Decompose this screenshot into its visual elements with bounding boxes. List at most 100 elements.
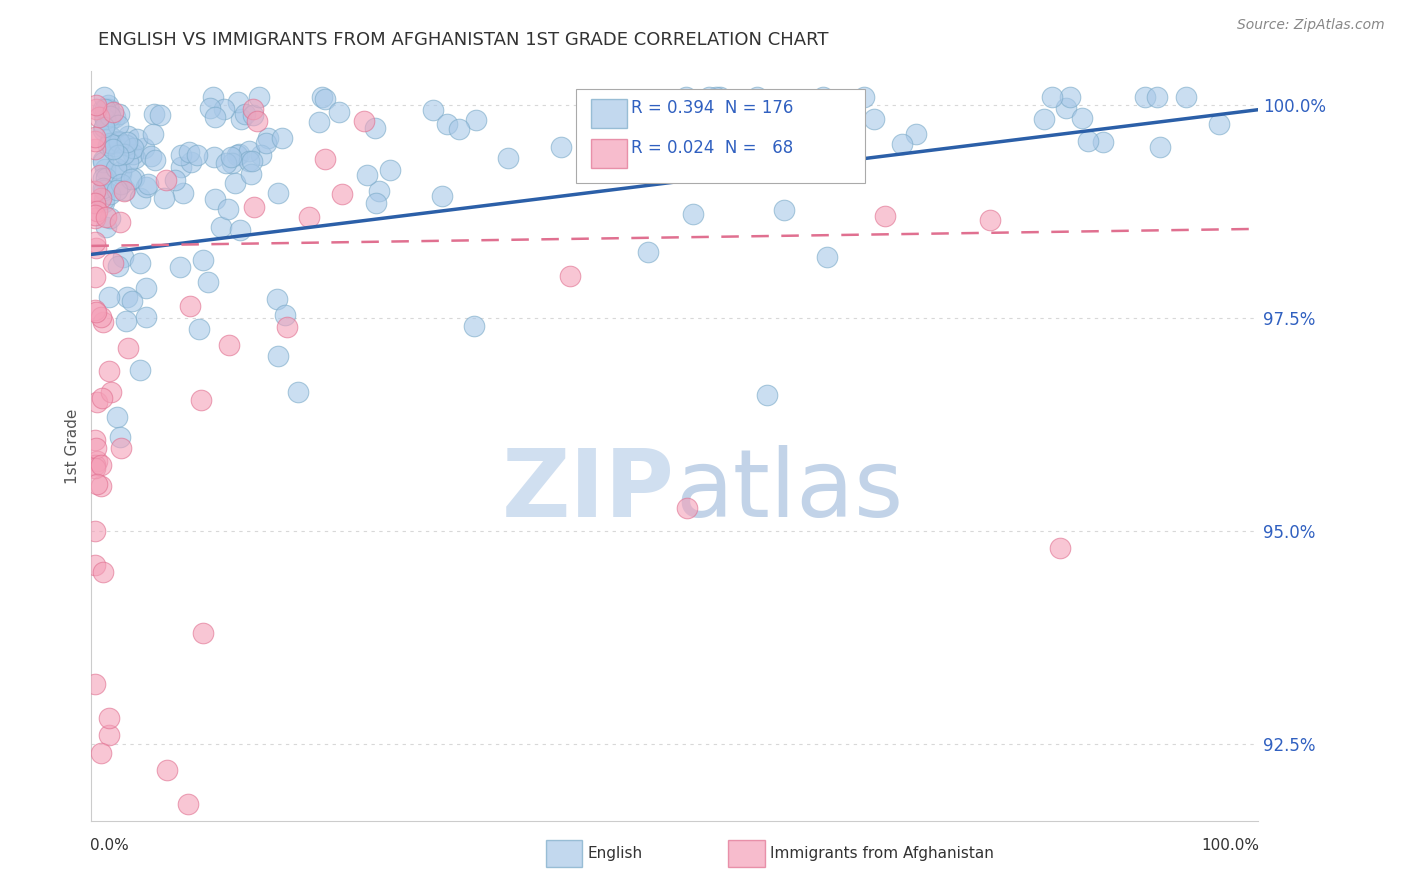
Text: 0.0%: 0.0% [90,838,129,853]
Point [682,207,704,221]
Point [575,136,598,150]
Point [86,103,108,117]
Point [112,146,135,161]
Point [246,114,269,128]
Point [110,177,132,191]
Point [242,103,264,117]
Point [122,141,145,155]
Point [267,349,290,363]
Point [190,393,212,408]
Point [226,95,249,110]
Point [84,241,107,255]
Point [364,195,387,210]
Point [90,458,112,472]
Point [97,711,120,725]
Point [84,441,107,455]
Point [84,142,107,156]
Text: English: English [588,847,643,861]
Point [138,177,160,191]
Point [243,200,266,214]
Point [108,135,131,149]
Point [249,90,271,104]
Point [93,120,115,135]
Point [697,90,720,104]
Point [271,130,294,145]
Point [107,134,129,148]
Point [180,155,202,169]
Point [108,107,131,121]
Point [101,105,124,120]
Point [314,152,336,166]
Point [86,204,108,219]
Point [84,134,107,148]
Point [108,430,131,444]
Point [179,299,201,313]
Point [1135,90,1157,104]
Point [558,269,581,284]
Point [86,454,108,468]
Point [121,293,143,308]
Point [90,479,112,493]
Point [228,146,250,161]
Point [84,305,107,319]
Point [132,141,155,155]
Point [801,153,824,168]
Point [756,388,779,402]
Point [193,252,215,267]
Point [143,153,166,168]
Point [117,135,139,149]
Text: atlas: atlas [675,445,903,537]
Point [84,458,107,472]
Text: 100.0%: 100.0% [1202,838,1260,853]
Point [135,310,157,324]
Point [86,394,108,409]
Point [221,156,243,170]
Point [93,170,115,185]
Point [745,90,768,104]
Point [1146,90,1168,104]
Point [107,118,129,132]
Point [1092,135,1115,149]
Point [84,235,107,249]
Point [204,192,226,206]
Point [129,256,152,270]
Point [1070,111,1092,125]
Point [229,223,252,237]
Point [1040,90,1063,104]
Point [747,129,769,144]
Point [120,171,142,186]
Point [240,154,263,169]
Point [229,112,252,127]
Point [94,103,117,117]
Point [225,148,247,162]
Point [100,385,122,400]
Point [86,98,108,112]
Point [276,320,298,334]
Point [710,107,733,121]
Point [84,558,107,573]
Point [169,160,191,174]
Point [98,186,121,201]
Point [1054,101,1077,115]
Point [550,140,572,154]
Point [93,183,115,197]
Point [101,256,124,270]
Point [135,180,157,194]
Point [311,90,333,104]
Point [98,290,121,304]
Point [110,442,132,456]
Text: Source: ZipAtlas.com: Source: ZipAtlas.com [1237,18,1385,32]
Point [124,170,146,185]
Point [218,338,240,352]
Point [1077,134,1099,148]
Point [1149,140,1171,154]
Point [1059,90,1081,104]
Point [114,183,136,197]
Point [121,147,143,161]
Point [904,127,927,141]
Y-axis label: 1st Grade: 1st Grade [65,409,80,483]
Point [84,184,107,198]
Point [93,109,115,123]
Point [91,180,114,194]
Point [89,168,111,182]
